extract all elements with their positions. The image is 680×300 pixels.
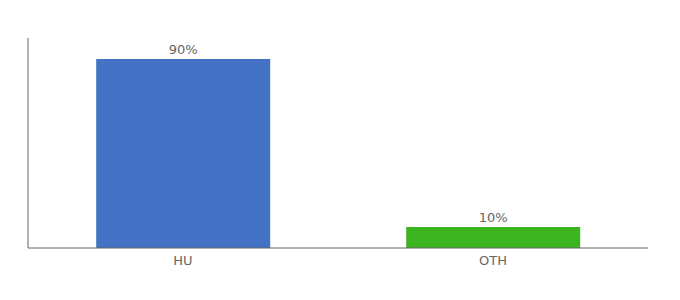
svg-text:HU: HU (173, 253, 192, 268)
svg-text:OTH: OTH (479, 253, 507, 268)
svg-text:90%: 90% (169, 42, 198, 57)
svg-text:10%: 10% (479, 210, 508, 225)
